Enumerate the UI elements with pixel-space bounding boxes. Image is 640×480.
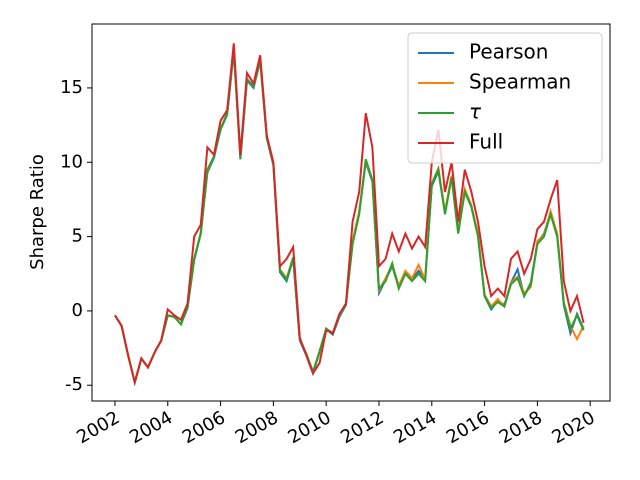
x-tick-label: 2006 <box>179 407 229 448</box>
y-axis-label: Sharpe Ratio <box>27 154 48 270</box>
x-tick-label: 2014 <box>390 407 440 448</box>
x-tick-label: 2002 <box>73 407 123 448</box>
legend-label: Full <box>469 130 503 154</box>
legend-box <box>407 32 603 164</box>
series-line <box>114 43 585 387</box>
x-tick-label: 2018 <box>496 407 546 448</box>
legend-label: Spearman <box>469 70 571 94</box>
y-tick-label: 0 <box>72 300 83 321</box>
x-tick-label: 2010 <box>285 407 335 448</box>
legend: Pearson Spearman τ Full <box>407 32 603 164</box>
x-tick-label: 2016 <box>443 407 493 448</box>
x-tick-label: 2004 <box>126 407 176 448</box>
y-tick-label: 5 <box>72 226 83 247</box>
y-tick-label: -5 <box>65 374 83 395</box>
x-tick-label: 2008 <box>232 407 282 448</box>
y-tick-label: 10 <box>60 151 83 172</box>
x-tick-label: 2020 <box>549 407 599 448</box>
legend-label: τ <box>469 100 482 124</box>
legend-label: Pearson <box>469 40 548 64</box>
y-tick-label: 15 <box>60 77 83 98</box>
x-tick-label: 2012 <box>337 407 387 448</box>
plot-frame <box>91 23 611 402</box>
